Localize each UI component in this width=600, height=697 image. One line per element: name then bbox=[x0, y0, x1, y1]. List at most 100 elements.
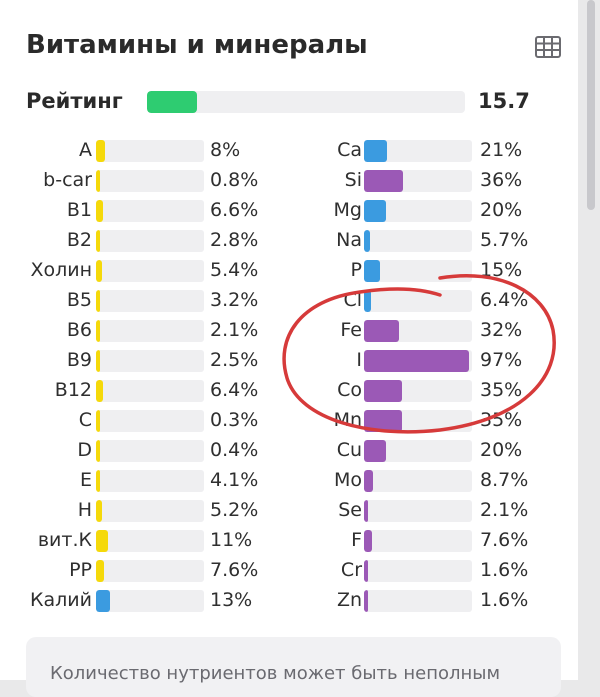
mineral-name: Cu bbox=[336, 439, 362, 461]
mineral-name: F bbox=[351, 529, 362, 551]
mineral-name: Cr bbox=[340, 559, 362, 581]
mineral-value: 20% bbox=[480, 439, 523, 461]
vitamin-value: 11% bbox=[210, 529, 253, 551]
mineral-bar bbox=[364, 170, 472, 192]
mineral-bar-fill bbox=[364, 530, 372, 552]
nutrients-card: Витамины и минералы Рейтинг 15.7 A 8% b-ca… bbox=[0, 0, 580, 684]
mineral-bar bbox=[364, 290, 472, 312]
vitamin-bar-fill bbox=[96, 230, 100, 252]
mineral-bar-fill bbox=[364, 560, 368, 582]
mineral-bar-fill bbox=[364, 500, 368, 522]
mineral-name: Se bbox=[338, 499, 362, 521]
vitamin-bar bbox=[96, 410, 204, 432]
mineral-value: 15% bbox=[480, 259, 523, 281]
vitamin-value: 6.4% bbox=[210, 379, 259, 401]
rating-bar-fill bbox=[147, 91, 197, 113]
vitamin-bar bbox=[96, 350, 204, 372]
mineral-row: Na 5.7% bbox=[290, 227, 580, 257]
mineral-bar-fill bbox=[364, 230, 370, 252]
note-box: Количество нутриентов может быть неполны… bbox=[26, 637, 561, 697]
mineral-row: Se 2.1% bbox=[290, 497, 580, 527]
mineral-value: 1.6% bbox=[480, 589, 529, 611]
vitamin-row: вит.К 11% bbox=[0, 527, 290, 557]
mineral-value: 2.1% bbox=[480, 499, 529, 521]
vitamin-value: 7.6% bbox=[210, 559, 259, 581]
vitamin-bar bbox=[96, 200, 204, 222]
vitamin-value: 2.1% bbox=[210, 319, 259, 341]
vitamin-bar-fill bbox=[96, 590, 110, 612]
vitamin-bar-fill bbox=[96, 170, 100, 192]
scrollbar-thumb[interactable] bbox=[587, 0, 595, 210]
page-title: Витамины и минералы bbox=[26, 30, 368, 60]
vitamin-bar bbox=[96, 290, 204, 312]
mineral-name: Zn bbox=[336, 589, 362, 611]
mineral-row: Cl 6.4% bbox=[290, 287, 580, 317]
mineral-row: Si 36% bbox=[290, 167, 580, 197]
vitamin-value: 0.3% bbox=[210, 409, 259, 431]
mineral-bar-fill bbox=[364, 140, 387, 162]
mineral-name: I bbox=[356, 349, 362, 371]
mineral-bar-fill bbox=[364, 200, 386, 222]
vitamin-row: B2 2.8% bbox=[0, 227, 290, 257]
mineral-name: Fe bbox=[340, 319, 362, 341]
mineral-bar-fill bbox=[364, 410, 402, 432]
mineral-value: 32% bbox=[480, 319, 523, 341]
mineral-value: 6.4% bbox=[480, 289, 529, 311]
minerals-column: Ca 21% Si 36% Mg 20% Na 5.7% P 15% Cl 6.4% Fe 32% I 97%… bbox=[290, 137, 580, 617]
vitamin-value: 5.2% bbox=[210, 499, 259, 521]
vitamin-bar-fill bbox=[96, 380, 103, 402]
vitamin-name: вит.К bbox=[37, 529, 92, 551]
mineral-bar bbox=[364, 530, 472, 552]
vitamin-value: 2.5% bbox=[210, 349, 259, 371]
mineral-bar bbox=[364, 320, 472, 342]
vitamin-value: 8% bbox=[210, 139, 241, 161]
vitamin-value: 2.8% bbox=[210, 229, 259, 251]
vitamin-bar-fill bbox=[96, 320, 100, 342]
mineral-bar-fill bbox=[364, 440, 386, 462]
mineral-row: I 97% bbox=[290, 347, 580, 377]
vitamin-value: 3.2% bbox=[210, 289, 259, 311]
mineral-value: 5.7% bbox=[480, 229, 529, 251]
mineral-name: Mo bbox=[333, 469, 362, 491]
mineral-bar bbox=[364, 500, 472, 522]
vitamin-name: B12 bbox=[54, 379, 92, 401]
vitamin-row: Холин 5.4% bbox=[0, 257, 290, 287]
rating-label: Рейтинг bbox=[26, 89, 123, 113]
mineral-name: P bbox=[350, 259, 362, 281]
vitamin-bar bbox=[96, 230, 204, 252]
mineral-row: Mn 35% bbox=[290, 407, 580, 437]
vitamin-bar-fill bbox=[96, 140, 105, 162]
scrollbar-track[interactable] bbox=[580, 0, 600, 680]
vitamin-row: A 8% bbox=[0, 137, 290, 167]
vitamin-name: A bbox=[79, 139, 92, 161]
vitamin-name: Калий bbox=[30, 589, 92, 611]
mineral-value: 20% bbox=[480, 199, 523, 221]
mineral-bar-fill bbox=[364, 350, 469, 372]
vitamin-row: E 4.1% bbox=[0, 467, 290, 497]
mineral-bar bbox=[364, 230, 472, 252]
vitamins-column: A 8% b-car 0.8% B1 6.6% B2 2.8% Холин 5.4% B5 3.2% B… bbox=[0, 137, 290, 617]
vitamin-name: C bbox=[78, 409, 92, 431]
mineral-bar bbox=[364, 260, 472, 282]
mineral-row: Cu 20% bbox=[290, 437, 580, 467]
mineral-bar-fill bbox=[364, 260, 380, 282]
mineral-row: Co 35% bbox=[290, 377, 580, 407]
vitamin-name: B6 bbox=[66, 319, 92, 341]
table-grid-icon[interactable] bbox=[535, 36, 561, 58]
vitamin-name: B2 bbox=[66, 229, 92, 251]
mineral-row: Cr 1.6% bbox=[290, 557, 580, 587]
mineral-value: 21% bbox=[480, 139, 523, 161]
vitamin-row: B6 2.1% bbox=[0, 317, 290, 347]
mineral-value: 35% bbox=[480, 409, 523, 431]
mineral-name: Mg bbox=[333, 199, 362, 221]
mineral-name: Mn bbox=[333, 409, 362, 431]
mineral-value: 35% bbox=[480, 379, 523, 401]
vitamin-value: 0.4% bbox=[210, 439, 259, 461]
vitamin-bar bbox=[96, 560, 204, 582]
mineral-bar-fill bbox=[364, 170, 403, 192]
mineral-bar bbox=[364, 200, 472, 222]
mineral-name: Na bbox=[336, 229, 362, 251]
vitamin-name: B1 bbox=[66, 199, 92, 221]
mineral-bar bbox=[364, 470, 472, 492]
vitamin-value: 5.4% bbox=[210, 259, 259, 281]
